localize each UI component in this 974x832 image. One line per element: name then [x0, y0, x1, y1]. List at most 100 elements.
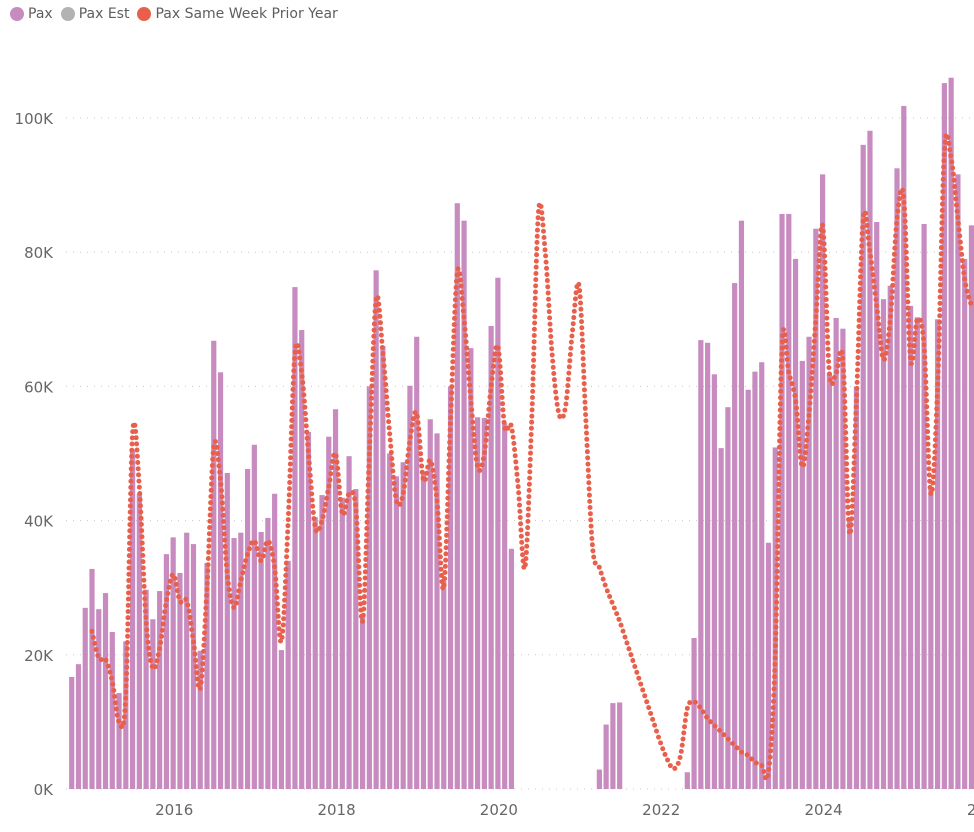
- pax-bar: [292, 287, 298, 789]
- pax-bar: [880, 299, 887, 789]
- legend-pax-marker-icon: [10, 7, 24, 21]
- pax-bar: [705, 342, 711, 789]
- legend-item-pax[interactable]: Pax: [10, 6, 53, 22]
- x-tick-label: 2020: [480, 801, 518, 819]
- pax-bar: [69, 676, 75, 789]
- pax-bar: [907, 305, 914, 789]
- pax-bar: [867, 130, 873, 789]
- legend-item-pax-est[interactable]: Pax Est: [60, 6, 129, 22]
- pax-bar: [75, 664, 82, 789]
- pax-bar: [407, 385, 413, 789]
- pax-bar: [488, 326, 494, 789]
- pax-bar: [941, 83, 947, 789]
- pax-bar: [786, 213, 792, 789]
- pax-bar: [102, 593, 109, 789]
- pax-bar: [96, 609, 102, 789]
- pax-bar: [502, 423, 508, 789]
- pax-bar: [447, 386, 454, 789]
- pax-bar: [813, 228, 819, 790]
- pax-bar: [339, 497, 345, 789]
- pax-bar: [617, 702, 623, 789]
- pax-bar: [434, 433, 440, 789]
- legend-label: Pax Same Week Prior Year: [155, 6, 338, 22]
- pax-bar: [765, 542, 772, 789]
- pax-bar: [400, 462, 406, 789]
- pax-bar: [711, 374, 717, 789]
- pax-bar: [738, 220, 745, 790]
- pax-bar: [887, 285, 893, 789]
- x-tick-label: 2022: [642, 801, 680, 819]
- pax-bar: [860, 144, 866, 790]
- pax-bar: [691, 638, 697, 789]
- pax-bar: [299, 330, 305, 789]
- pax-bar: [935, 319, 941, 789]
- y-axis: 0K 20K 40K 60K 80K 100K: [15, 110, 55, 799]
- pax-bar: [414, 336, 420, 789]
- pax-bar: [265, 517, 271, 789]
- pax-bar: [346, 456, 352, 789]
- pax-bar: [393, 476, 400, 789]
- pax-bar: [495, 277, 501, 789]
- pax-bar: [244, 468, 251, 789]
- pax-bar: [840, 328, 846, 789]
- pax-bar: [461, 220, 467, 790]
- pax-bar: [136, 493, 142, 789]
- pax-bar: [285, 560, 291, 789]
- pax-bar: [190, 544, 197, 789]
- pax-bar: [204, 562, 210, 789]
- pax-bar: [258, 532, 264, 789]
- pax-bar: [353, 489, 359, 789]
- pax-bar: [847, 520, 853, 789]
- legend-pax-est-marker-icon: [60, 7, 75, 21]
- pax-bar: [508, 548, 515, 789]
- pax-bar: [752, 371, 758, 789]
- pax-bar: [251, 444, 257, 789]
- pax-bar: [725, 407, 731, 789]
- pax-bar: [806, 336, 812, 789]
- pax-bar: [177, 572, 183, 789]
- pax-bars: [69, 77, 974, 790]
- pax-bar: [319, 495, 325, 789]
- pax-bar: [901, 105, 907, 789]
- pax-bar: [238, 532, 244, 789]
- pax-bar: [420, 473, 427, 789]
- x-tick-label: 2016: [155, 801, 193, 819]
- pax-bar: [914, 317, 920, 789]
- pax-bar: [373, 270, 379, 789]
- pax-bar: [441, 580, 447, 789]
- y-tick-label: 60K: [24, 378, 54, 396]
- pax-bar: [603, 724, 609, 789]
- pax-bar: [163, 554, 170, 789]
- y-tick-label: 80K: [24, 244, 54, 262]
- pax-bar: [792, 258, 799, 789]
- pax-bar: [745, 389, 751, 789]
- pax-bar: [874, 222, 880, 789]
- chart-legend: Pax Pax Est Pax Same Week Prior Year: [10, 6, 346, 22]
- y-tick-label: 0K: [34, 781, 55, 799]
- pax-bar: [475, 417, 481, 789]
- pax-bar: [197, 650, 203, 789]
- legend-item-pax-prior-year[interactable]: Pax Same Week Prior Year: [137, 6, 338, 22]
- pax-bar: [82, 607, 88, 789]
- pax-bar: [968, 225, 974, 790]
- pax-bar: [427, 419, 433, 789]
- pax-bar: [143, 589, 149, 789]
- pax-bar: [332, 409, 339, 789]
- y-tick-label: 20K: [24, 647, 54, 665]
- pax-bar: [928, 487, 934, 789]
- pax-bar: [468, 348, 474, 789]
- pax-bar: [89, 568, 95, 789]
- x-tick-label: 2024: [805, 801, 843, 819]
- pax-bar: [129, 450, 136, 789]
- x-tick-label: 2026: [967, 801, 974, 819]
- pax-bar: [820, 174, 826, 789]
- pax-bar: [170, 537, 176, 789]
- pax-bar: [109, 631, 115, 789]
- pax-bar: [387, 453, 393, 789]
- pax-bar: [799, 360, 805, 789]
- pax-bar: [610, 703, 616, 789]
- x-tick-label: 2018: [317, 801, 355, 819]
- pax-bar: [826, 372, 832, 789]
- prior-year-line-path: [89, 131, 974, 782]
